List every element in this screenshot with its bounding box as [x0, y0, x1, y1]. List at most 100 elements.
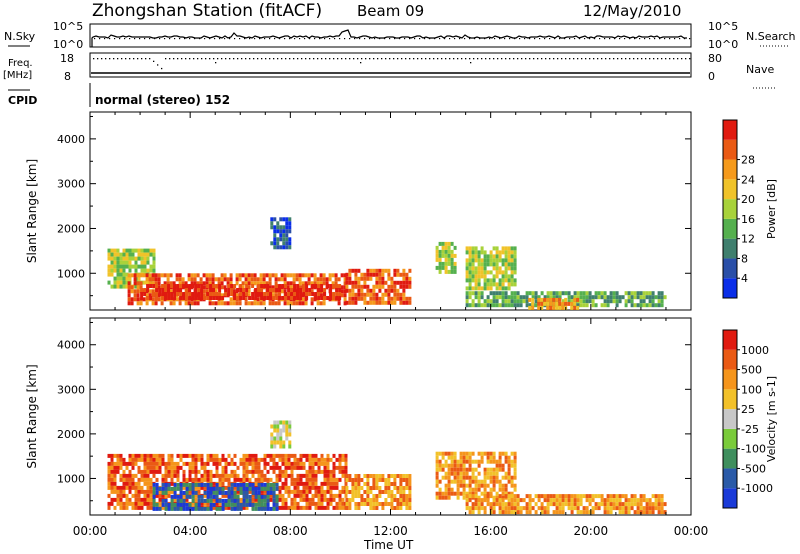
echo-cell — [384, 498, 388, 502]
echo-cell — [396, 288, 400, 293]
echo-cell — [288, 432, 292, 437]
echo-cell — [122, 485, 126, 490]
echo-cell — [182, 469, 186, 474]
nave-dot — [409, 58, 411, 60]
nave-dot — [149, 58, 151, 60]
echo-cell — [170, 284, 174, 288]
echo-cell — [546, 506, 550, 511]
echo-cell — [585, 506, 589, 511]
echo-cell — [281, 497, 285, 502]
echo-cell — [239, 477, 243, 482]
echo-cell — [591, 506, 595, 511]
echo-cell — [157, 273, 161, 278]
echo-cell — [585, 291, 589, 296]
nsearch-dot — [254, 38, 256, 40]
nave-tick-top: 80 — [708, 52, 722, 65]
echo-cell — [299, 292, 303, 296]
echo-cell — [519, 506, 523, 511]
echo-cell — [140, 469, 144, 474]
echo-cell — [167, 457, 171, 462]
echo-cell — [260, 494, 264, 499]
echo-cell — [314, 296, 318, 300]
echo-cell — [465, 295, 469, 300]
echo-cell — [366, 502, 370, 506]
echo-cell — [334, 273, 338, 278]
echo-cell — [176, 292, 180, 296]
echo-cell — [285, 225, 289, 230]
echo-cell — [227, 498, 231, 503]
echo-cell — [510, 270, 514, 275]
echo-cell — [230, 490, 234, 495]
echo-cell — [257, 498, 261, 503]
echo-cell — [257, 461, 261, 466]
echo-cell — [179, 288, 183, 292]
echo-cell — [185, 292, 189, 296]
echo-cell — [444, 487, 448, 492]
nsearch-dot — [264, 38, 266, 40]
echo-cell — [200, 506, 204, 511]
echo-cell — [570, 301, 574, 306]
echo-cell — [588, 291, 592, 296]
echo-cell — [462, 483, 466, 488]
echo-cell — [200, 477, 204, 482]
echo-cell — [438, 265, 442, 270]
echo-cell — [242, 457, 246, 462]
echo-cell — [594, 502, 598, 507]
echo-cell — [182, 498, 186, 503]
echo-cell — [558, 301, 562, 306]
echo-cell — [453, 253, 457, 258]
echo-cell — [471, 471, 475, 476]
echo-cell — [137, 256, 141, 261]
x-tick-label: 12:00 — [373, 524, 408, 538]
echo-cell — [274, 277, 278, 282]
echo-cell — [621, 506, 625, 511]
nave-dot — [605, 58, 607, 60]
echo-cell — [188, 473, 192, 478]
echo-cell — [307, 273, 311, 278]
echo-cell — [281, 493, 285, 498]
echo-cell — [378, 296, 382, 301]
echo-cell — [360, 272, 364, 277]
echo-cell — [242, 486, 246, 491]
echo-cell — [486, 270, 490, 275]
echo-cell — [501, 278, 505, 283]
echo-cell — [477, 463, 481, 468]
echo-cell — [173, 482, 177, 487]
echo-cell — [528, 506, 532, 511]
echo-cell — [287, 296, 291, 300]
echo-cell — [290, 465, 294, 470]
nsearch-dot — [144, 38, 146, 40]
echo-cell — [360, 486, 364, 490]
echo-cell — [182, 502, 186, 507]
echo-cell — [200, 494, 204, 499]
echo-cell — [143, 489, 147, 494]
echo-cell — [486, 471, 490, 476]
echo-cell — [561, 301, 565, 306]
echo-cell — [480, 502, 484, 507]
echo-cell — [597, 506, 601, 511]
echo-cell — [133, 277, 137, 282]
echo-cell — [567, 291, 571, 296]
echo-cell — [525, 299, 529, 304]
echo-cell — [254, 481, 258, 486]
echo-cell — [468, 278, 472, 283]
echo-cell — [289, 273, 293, 278]
echo-cell — [157, 281, 161, 286]
echo-cell — [158, 489, 162, 494]
echo-cell — [588, 502, 592, 507]
echo-cell — [603, 510, 607, 515]
echo-cell — [405, 296, 409, 301]
echo-cell — [110, 497, 114, 502]
echo-cell — [369, 268, 373, 273]
echo-cell — [357, 284, 361, 289]
echo-cell — [552, 295, 556, 300]
echo-cell — [549, 494, 553, 499]
echo-cell — [465, 506, 469, 511]
colorbar-swatch — [723, 139, 737, 160]
echo-cell — [218, 498, 222, 503]
echo-cell — [242, 498, 246, 503]
nsearch-dot — [519, 38, 521, 40]
echo-cell — [504, 506, 508, 511]
echo-cell — [140, 296, 144, 300]
